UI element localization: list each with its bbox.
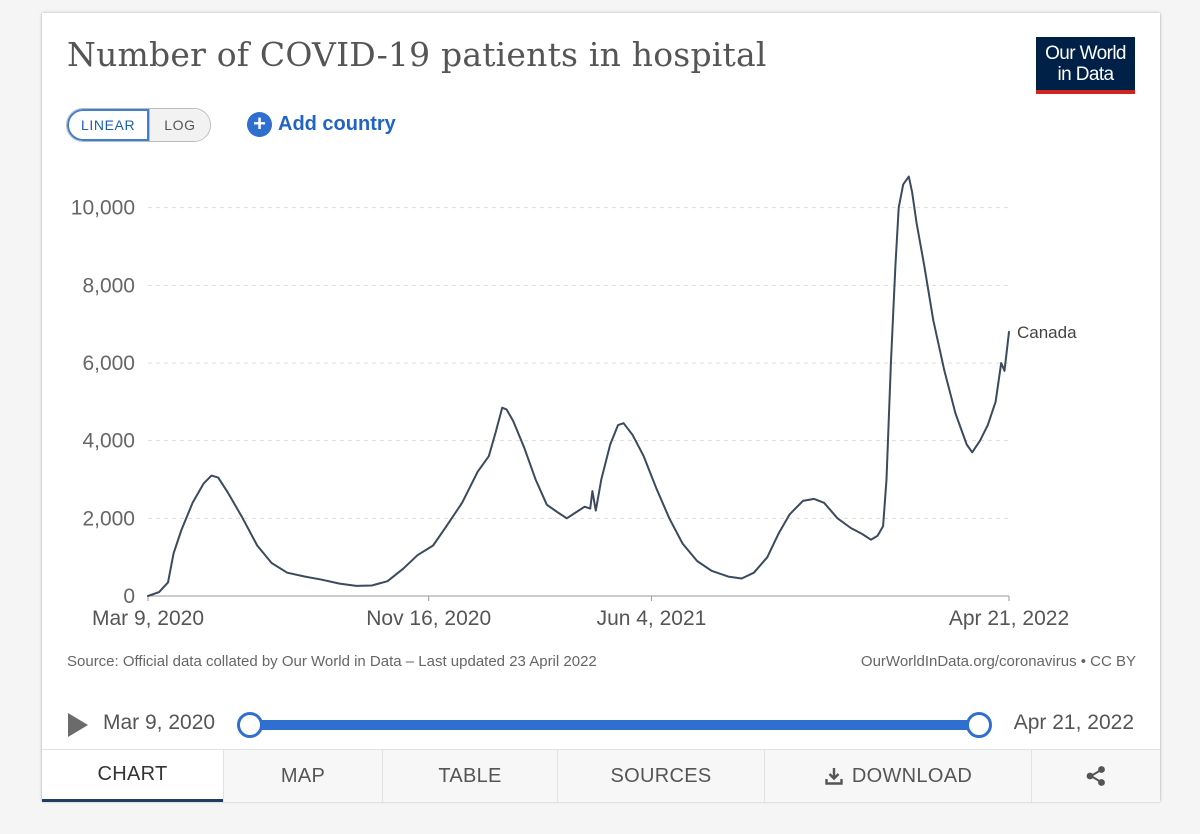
- tab-table[interactable]: TABLE: [382, 750, 557, 802]
- logo-line-2: in Data: [1057, 64, 1114, 85]
- logo-accent-bar: [1036, 90, 1135, 94]
- scale-toggle: LINEAR LOG: [66, 108, 211, 142]
- x-tick-label: Nov 16, 2020: [366, 607, 491, 630]
- timeline-end-handle[interactable]: [966, 712, 992, 738]
- timeline-start-label: Mar 9, 2020: [103, 711, 216, 734]
- y-tick-label: 0: [123, 585, 135, 608]
- logo-line-1: Our World: [1045, 43, 1126, 64]
- tab-chart-label: CHART: [97, 763, 168, 785]
- timeline-start-handle[interactable]: [237, 712, 263, 738]
- x-tick-label: Jun 4, 2021: [597, 607, 707, 630]
- tab-download-label: DOWNLOAD: [851, 764, 973, 787]
- license-link[interactable]: OurWorldInData.org/coronavirus • CC BY: [860, 653, 1136, 670]
- chart-title: Number of COVID-19 patients in hospital: [67, 35, 767, 74]
- share-icon: [1086, 766, 1105, 786]
- tab-table-label: TABLE: [438, 764, 502, 787]
- linear-scale-button[interactable]: LINEAR: [67, 109, 150, 141]
- add-country-button[interactable]: + Add country: [247, 109, 396, 139]
- y-tick-label: 10,000: [71, 197, 135, 220]
- x-tick-label: Mar 9, 2020: [92, 607, 204, 630]
- series-line-canada: [147, 175, 1010, 597]
- tab-map[interactable]: MAP: [223, 750, 382, 802]
- y-tick-label: 6,000: [82, 352, 135, 375]
- add-country-label: Add country: [278, 112, 396, 135]
- log-scale-button[interactable]: LOG: [149, 109, 210, 141]
- plus-circle-icon: +: [247, 111, 272, 137]
- timeline: Mar 9, 2020 Apr 21, 2022: [42, 703, 1160, 747]
- tab-sources-label: SOURCES: [610, 764, 712, 787]
- tab-bar: CHART MAP TABLE SOURCES DOWNLOAD: [42, 749, 1160, 802]
- source-note: Source: Official data collated by Our Wo…: [67, 653, 597, 670]
- tab-download[interactable]: DOWNLOAD: [764, 750, 1031, 802]
- tab-sources[interactable]: SOURCES: [557, 750, 764, 802]
- chart-card: Number of COVID-19 patients in hospital …: [42, 13, 1160, 802]
- download-icon: [825, 768, 843, 785]
- owid-logo[interactable]: Our World in Data: [1036, 37, 1135, 94]
- timeline-end-label: Apr 21, 2022: [1013, 711, 1134, 734]
- timeline-track[interactable]: [249, 720, 979, 730]
- y-tick-label: 4,000: [82, 430, 135, 453]
- y-tick-label: 8,000: [82, 274, 135, 297]
- tab-chart[interactable]: CHART: [42, 750, 223, 802]
- x-tick-label: Apr 21, 2022: [949, 607, 1069, 630]
- tab-map-label: MAP: [280, 764, 326, 787]
- play-icon[interactable]: [68, 713, 88, 737]
- line-chart: 0 2,000 4,000 6,000 8,000 10,000 Mar 9, 2020 No…: [71, 175, 1077, 630]
- series-label: Canada: [1017, 323, 1077, 342]
- tab-share[interactable]: [1031, 750, 1160, 802]
- y-tick-label: 2,000: [82, 507, 135, 530]
